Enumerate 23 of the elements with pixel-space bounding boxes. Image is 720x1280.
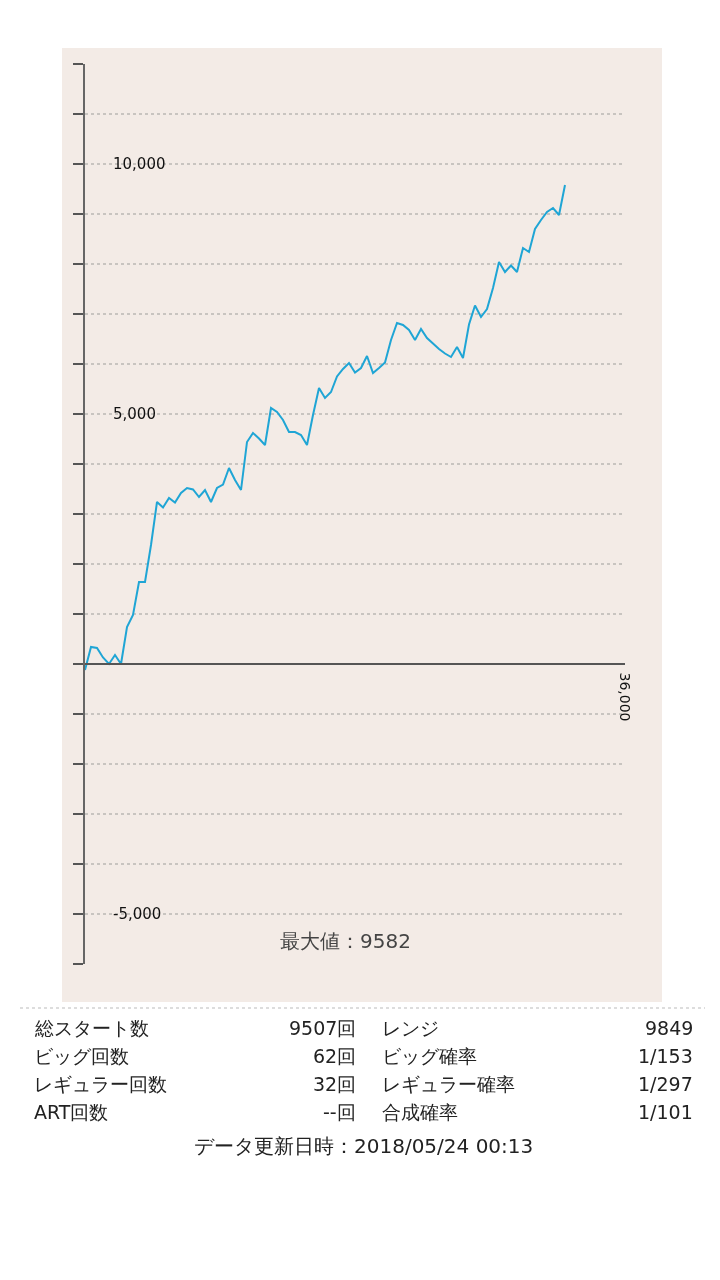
text: 総スタート数: [34, 1017, 149, 1039]
text: 9849: [645, 1017, 694, 1039]
text: レンジ: [382, 1017, 439, 1039]
text: レギュラー確率: [382, 1073, 515, 1095]
text: 9507回: [289, 1017, 357, 1039]
annotation: 最大値：9582: [280, 929, 411, 953]
text: --回: [323, 1101, 356, 1123]
text: 1/297: [638, 1073, 693, 1095]
text: 1/153: [638, 1045, 693, 1067]
text: 1/101: [638, 1101, 693, 1123]
text: 62回: [313, 1045, 357, 1067]
y-tick-label: -5,000: [113, 905, 162, 924]
y-tick-label: 5,000: [113, 405, 156, 424]
line-series: [85, 184, 566, 671]
text: 32回: [313, 1073, 357, 1095]
annotation: 36,000: [616, 672, 633, 722]
y-tick-label: 10,000: [113, 155, 166, 174]
text: データ更新日時：2018/05/24 00:13: [194, 1134, 534, 1158]
text: ART回数: [34, 1101, 109, 1123]
text: ビッグ回数: [34, 1045, 129, 1067]
text: レギュラー回数: [34, 1073, 167, 1095]
text: ビッグ確率: [382, 1045, 477, 1067]
text: 合成確率: [382, 1101, 458, 1123]
